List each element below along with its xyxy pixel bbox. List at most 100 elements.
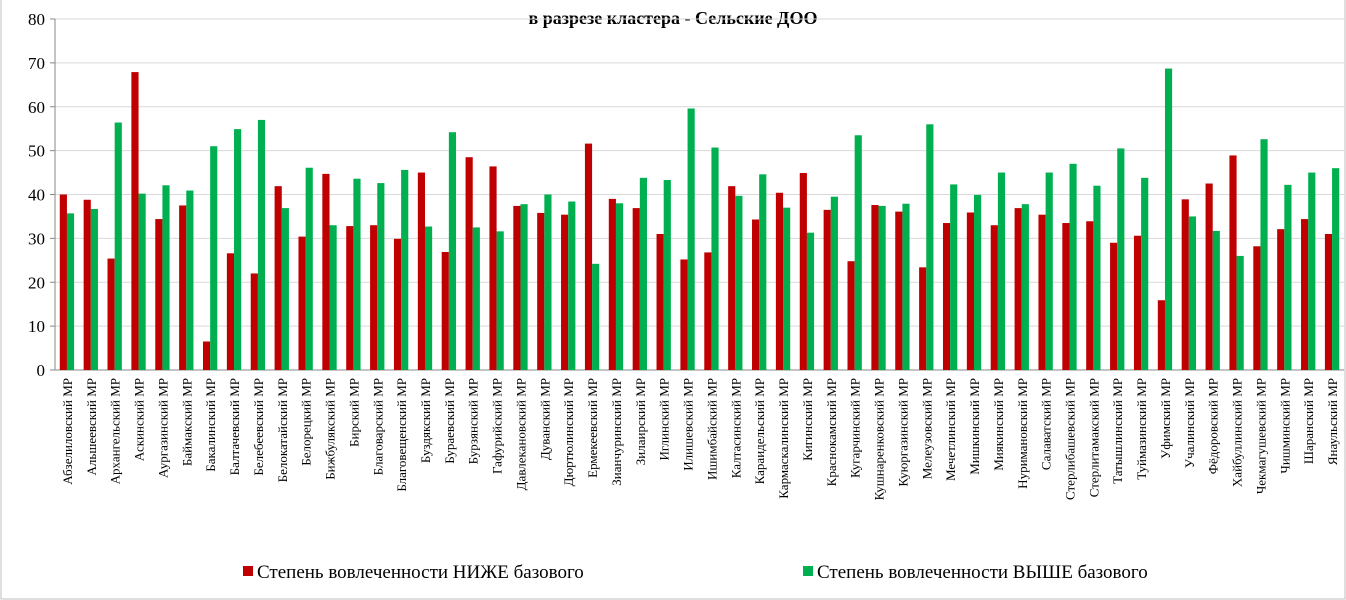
bar — [138, 193, 146, 370]
bar — [942, 223, 951, 370]
bar — [448, 132, 457, 370]
chart-title: в разрезе кластера - Сельские ДОО — [529, 8, 818, 28]
bar — [417, 172, 425, 370]
bar — [441, 251, 449, 370]
legend-swatch — [243, 566, 253, 576]
bar — [179, 205, 187, 370]
bar — [114, 122, 122, 370]
y-tick-label: 20 — [28, 273, 45, 292]
x-tick-label: Илишевский МР — [681, 378, 696, 471]
bar — [632, 208, 640, 370]
x-tick-label: Белебеевский МР — [251, 378, 266, 476]
x-tick-label: Салаватский МР — [1039, 378, 1054, 470]
bar — [728, 186, 736, 370]
y-tick-label: 30 — [28, 229, 45, 248]
x-tick-label: Гафурийский МР — [490, 378, 505, 474]
bar — [496, 231, 504, 370]
x-tick-label: Бирский МР — [346, 378, 361, 447]
x-tick-label: Кармаскалинский МР — [776, 378, 791, 499]
x-tick-label: Фёдоровский МР — [1206, 378, 1221, 474]
x-tick-label: Туймазинский МР — [1134, 378, 1149, 480]
bar — [162, 185, 170, 370]
bar — [424, 226, 433, 370]
x-tick-label: Дуванский МР — [537, 378, 552, 460]
legend-label: Степень вовлеченности НИЖЕ базового — [257, 562, 584, 583]
bar — [370, 225, 378, 370]
x-tick-label: Кугарчинский МР — [848, 378, 863, 478]
bar — [735, 195, 743, 370]
bar — [489, 166, 497, 370]
bar — [1301, 219, 1309, 370]
bar — [1164, 68, 1173, 371]
bar — [823, 209, 831, 370]
x-tick-label: Ермекеевский МР — [585, 378, 600, 478]
bar — [1236, 255, 1244, 370]
x-tick-label: Миякинский МР — [991, 378, 1006, 471]
x-tick-label: Кигинский МР — [800, 378, 815, 461]
bar — [298, 236, 306, 370]
bar — [472, 227, 480, 370]
bar — [592, 263, 600, 370]
bar — [608, 198, 616, 370]
bar — [561, 214, 569, 370]
bar — [234, 129, 242, 370]
bar — [186, 190, 194, 370]
x-tick-label: Бурзянский МР — [466, 378, 481, 464]
bar — [966, 212, 975, 370]
x-tick-label: Абзелиловский МР — [60, 378, 75, 485]
bar — [687, 108, 695, 370]
x-tick-label: Зианчуринский МР — [609, 378, 624, 486]
bar — [752, 219, 760, 370]
x-tick-label: Шаранский МР — [1301, 378, 1316, 464]
bar — [1021, 204, 1029, 370]
x-tick-label: Чекмагушевский МР — [1253, 378, 1268, 494]
y-tick-label: 60 — [28, 98, 45, 117]
bar — [465, 157, 473, 370]
bar — [704, 252, 712, 370]
bar — [353, 178, 361, 370]
bar — [847, 261, 855, 370]
x-tick-label: Хайбуллинский МР — [1230, 378, 1245, 487]
bar — [1117, 148, 1125, 370]
bar — [1133, 235, 1142, 370]
bar — [107, 258, 115, 370]
x-tick-label: Уфимский МР — [1158, 378, 1173, 459]
x-tick-label: Дюртюлинский МР — [561, 378, 576, 486]
bar — [1324, 233, 1333, 370]
y-tick-label: 10 — [28, 317, 45, 336]
x-tick-label: Благовещенский МР — [394, 378, 409, 492]
bar — [66, 213, 75, 370]
bar — [663, 180, 671, 370]
bar — [513, 205, 521, 370]
bar — [393, 238, 402, 370]
bar — [305, 167, 313, 370]
x-tick-label: Учалинский МР — [1182, 378, 1197, 468]
bar — [1308, 172, 1316, 370]
x-tick-label: Бураевский МР — [442, 378, 457, 464]
bar — [1157, 300, 1165, 370]
bar — [59, 194, 67, 370]
bar — [895, 211, 903, 370]
x-tick-label: Краснокамский МР — [824, 378, 839, 486]
bar — [322, 173, 330, 370]
bar — [1045, 172, 1053, 370]
x-tick-label: Буздякский МР — [418, 378, 433, 463]
bar — [1086, 221, 1094, 370]
bar — [202, 341, 211, 370]
y-tick-label: 40 — [28, 186, 45, 205]
x-tick-label: Куюргазинский МР — [895, 378, 910, 487]
y-tick-label: 70 — [28, 54, 45, 73]
legend-swatch — [803, 566, 813, 576]
bar — [1205, 183, 1213, 370]
bar — [656, 233, 664, 370]
bar — [1181, 199, 1189, 370]
bar — [1253, 246, 1261, 370]
bar — [257, 119, 266, 370]
x-tick-label: Стерлибашевский МР — [1062, 378, 1077, 500]
x-tick-label: Ишимбайский МР — [704, 378, 719, 480]
x-tick-label: Нуримановский МР — [1015, 378, 1030, 489]
bar — [1038, 214, 1046, 370]
bar — [131, 72, 139, 371]
